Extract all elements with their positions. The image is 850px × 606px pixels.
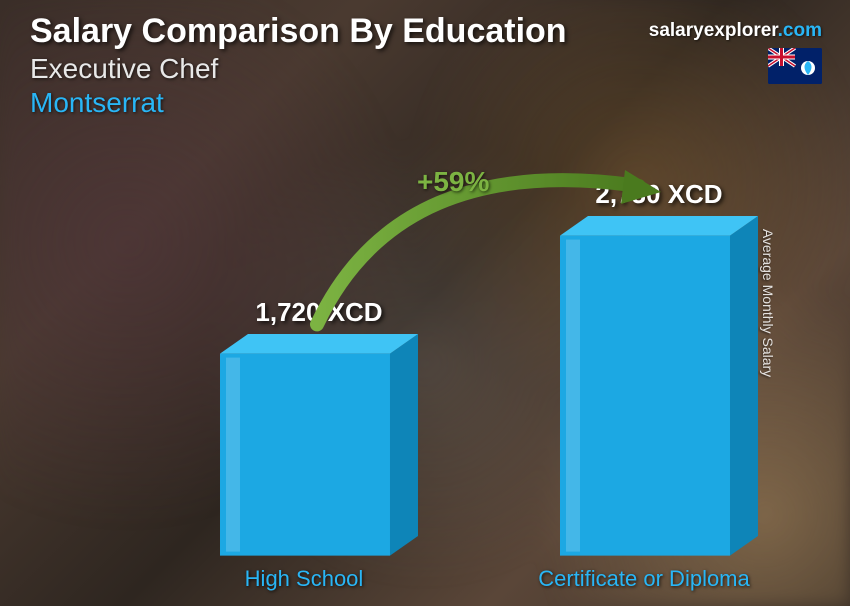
percent-increase: +59% [417,166,489,198]
location: Montserrat [30,87,567,119]
logo-accent: .com [778,20,822,41]
chart-area: 1,720 XCDHigh School2,730 XCDCertificate… [100,152,740,592]
bar-label: High School [175,566,433,592]
flag-icon [768,48,822,84]
bar [220,334,418,556]
logo-main: salaryexplorer [649,20,778,41]
header: Salary Comparison By Education Executive… [30,12,567,119]
bar-group: 1,720 XCDHigh School [220,297,418,592]
job-title: Executive Chef [30,53,567,85]
site-logo: salaryexplorer.com [649,20,822,42]
page-title: Salary Comparison By Education [30,12,567,51]
bar-label: Certificate or Diploma [515,566,773,592]
axis-label: Average Monthly Salary [760,229,776,377]
